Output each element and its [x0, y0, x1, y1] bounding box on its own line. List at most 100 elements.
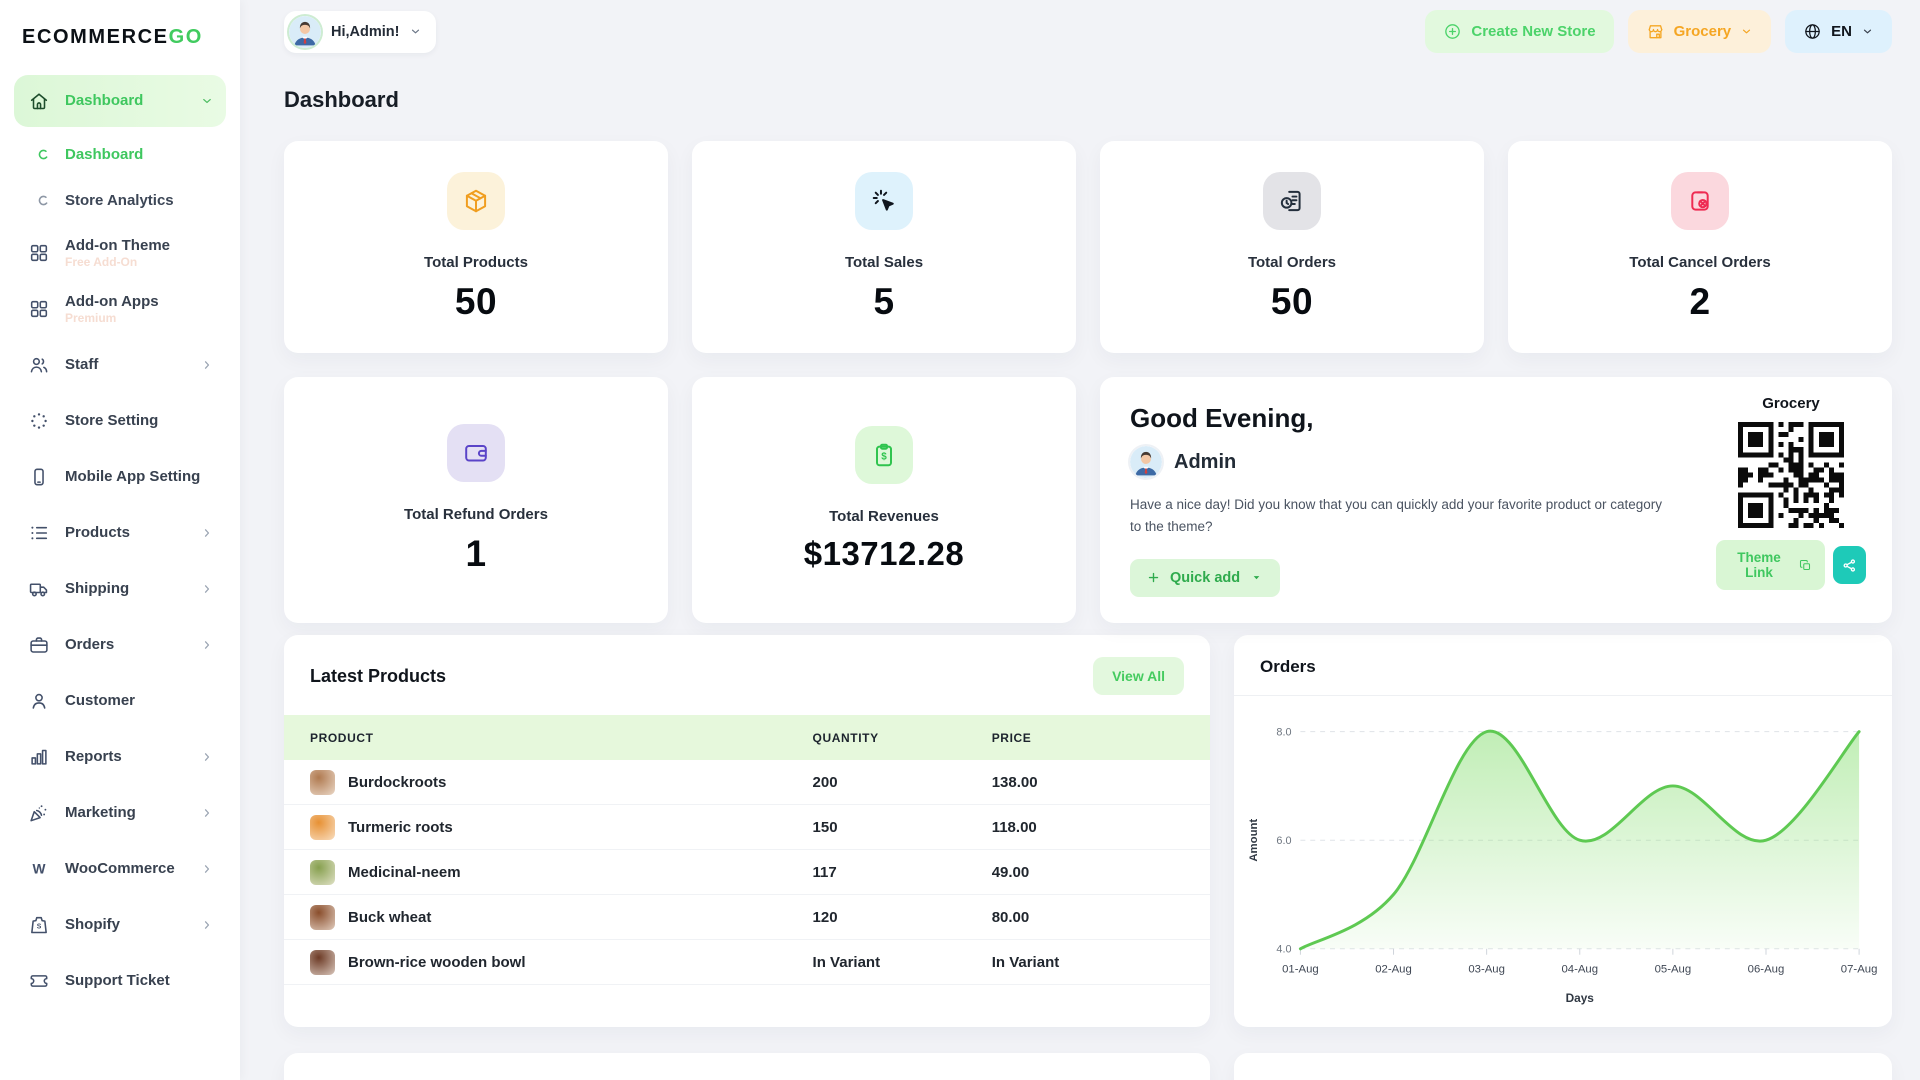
sidebar-item-shipping[interactable]: Shipping: [14, 563, 226, 615]
chevron-right-icon: [200, 806, 214, 820]
sidebar-item-shopify[interactable]: S Shopify: [14, 899, 226, 951]
create-new-store-button[interactable]: Create New Store: [1425, 10, 1614, 53]
chevron-right-icon: [200, 582, 214, 596]
table-row[interactable]: Medicinal-neem 117 49.00: [284, 850, 1210, 895]
svg-text:Amount: Amount: [1248, 819, 1260, 862]
svg-text:S: S: [37, 923, 42, 930]
product-name: Turmeric roots: [348, 818, 453, 836]
sidebar-subitem-store-analytics[interactable]: Store Analytics: [14, 177, 226, 223]
product-name: Burdockroots: [348, 773, 447, 791]
page-title: Dashboard: [284, 87, 399, 112]
svg-text:06-Aug: 06-Aug: [1748, 963, 1785, 975]
price-cell: 138.00: [991, 773, 1038, 791]
brand-logo[interactable]: ECOMMERCEGO: [0, 26, 240, 71]
table-row[interactable]: Turmeric roots 150 118.00: [284, 805, 1210, 850]
stat-value: 50: [454, 280, 498, 322]
brand-name-accent: GO: [168, 26, 203, 48]
quick-add-button[interactable]: Quick add: [1130, 558, 1281, 597]
sidebar-item-staff[interactable]: Staff: [14, 339, 226, 391]
sidebar-item-customer[interactable]: Customer: [14, 675, 226, 727]
brand-name: ECOMMERCE: [22, 26, 169, 48]
table-row[interactable]: Buck wheat 120 80.00: [284, 895, 1210, 940]
chevron-down-icon: [1861, 25, 1874, 38]
bottom-row: Latest Products View All PRODUCT QUANTITY…: [284, 635, 1892, 1027]
language-label: EN: [1831, 23, 1852, 40]
chevron-right-icon: [200, 750, 214, 764]
sidebar-item-orders[interactable]: Orders: [14, 619, 226, 671]
sidebar-item-label: Add-on Theme: [65, 236, 170, 254]
svg-text:4.0: 4.0: [1276, 944, 1291, 956]
woocommerce-icon: W: [28, 858, 50, 880]
sidebar-item-store-setting[interactable]: Store Setting: [14, 395, 226, 447]
svg-text:6.0: 6.0: [1276, 835, 1291, 847]
stat-value: 1: [465, 533, 487, 575]
products-table-header: PRODUCT QUANTITY PRICE: [284, 715, 1210, 760]
stat-label: Total Products: [424, 253, 528, 271]
share-icon: [1841, 557, 1858, 574]
sidebar-item-text: Add-on Apps Premium: [65, 293, 159, 325]
quick-add-label: Quick add: [1170, 569, 1241, 586]
briefcase-icon: [28, 634, 50, 656]
stat-label: Total Refund Orders: [404, 506, 548, 524]
list-icon: [28, 522, 50, 544]
column-header-price: PRICE: [991, 730, 1032, 745]
table-row[interactable]: Burdockroots 200 138.00: [284, 760, 1210, 805]
orders-chart-card: Orders 4.0 6.0 8.0 01-Aug 02-Aug 03-Aug 04-Aug…: [1234, 635, 1892, 1027]
price-cell: 80.00: [991, 908, 1030, 926]
sidebar-item-mobile-app-setting[interactable]: Mobile App Setting: [14, 451, 226, 503]
latest-products-card: Latest Products View All PRODUCT QUANTITY…: [284, 635, 1210, 1027]
users-icon: [28, 354, 50, 376]
sidebar-item-dashboard[interactable]: Dashboard: [14, 75, 226, 127]
grid-icon: [28, 298, 50, 320]
sidebar-item-products[interactable]: Products: [14, 507, 226, 559]
sidebar-item-support-ticket[interactable]: Support Ticket: [14, 955, 226, 1007]
sidebar-item-reports[interactable]: Reports: [14, 731, 226, 783]
store-qr-code: [1738, 422, 1844, 528]
sidebar-item-add-on-theme[interactable]: Add-on Theme Free Add-On: [14, 227, 226, 279]
cutoff-cards-row: [284, 1053, 1892, 1080]
chevron-right-icon: [200, 918, 214, 932]
share-button[interactable]: [1833, 546, 1866, 584]
admin-avatar: [1130, 446, 1162, 478]
sidebar-item-woocommerce[interactable]: W WooCommerce: [14, 843, 226, 895]
store-selector-button[interactable]: Grocery: [1627, 10, 1772, 53]
sidebar-item-marketing[interactable]: Marketing: [14, 787, 226, 839]
user-menu-button[interactable]: Hi,Admin!: [284, 10, 437, 53]
product-cell: Medicinal-neem: [310, 859, 813, 885]
cancel-order-icon: [1686, 187, 1714, 215]
orders-area-chart: 4.0 6.0 8.0 01-Aug 02-Aug 03-Aug 04-Aug 05-Aug 0…: [1234, 696, 1892, 1010]
stat-cards-row-1: Total Products 50 Total Sales 5 Total Orders…: [284, 141, 1892, 353]
svg-text:07-Aug: 07-Aug: [1841, 963, 1878, 975]
truck-icon: [28, 578, 50, 600]
svg-text:Days: Days: [1566, 991, 1595, 1005]
table-row[interactable]: Brown-rice wooden bowl In Variant In Varia…: [284, 940, 1210, 985]
sidebar-subitem-dashboard[interactable]: Dashboard: [14, 131, 226, 177]
theme-link-button[interactable]: Theme Link: [1716, 540, 1826, 590]
stat-value: 50: [1270, 280, 1314, 322]
view-all-button[interactable]: View All: [1093, 657, 1184, 695]
ticket-icon: [28, 970, 50, 992]
bar-chart-icon: [28, 746, 50, 768]
sidebar-item-label: Marketing: [65, 804, 136, 822]
sidebar-item-add-on-apps[interactable]: Add-on Apps Premium: [14, 283, 226, 335]
grid-icon: [28, 242, 50, 264]
quantity-cell: In Variant: [812, 953, 881, 971]
revenue-icon: $: [870, 441, 898, 469]
greeting-username: Admin: [1174, 450, 1237, 473]
product-thumbnail: [310, 859, 335, 885]
language-selector-button[interactable]: EN: [1785, 10, 1892, 53]
sidebar-item-label: Products: [65, 524, 131, 542]
store-selector-label: Grocery: [1673, 23, 1732, 40]
stat-cards-row-2: Total Refund Orders 1 $ Total Revenues $1371…: [284, 377, 1892, 623]
greeting-message: Have a nice day! Did you know that you c…: [1130, 497, 1663, 535]
sidebar-item-label: Mobile App Setting: [65, 468, 201, 486]
cursor-click-icon: [870, 187, 898, 215]
stat-card-total-cancel-orders: Total Cancel Orders 2: [1508, 141, 1892, 353]
sidebar-item-label: Add-on Apps: [65, 292, 159, 310]
theme-link-label: Theme Link: [1737, 550, 1781, 580]
product-cell: Turmeric roots: [310, 814, 813, 840]
store-name-label: Grocery: [1762, 395, 1820, 412]
stat-card-total-sales: Total Sales 5: [692, 141, 1076, 353]
svg-text:03-Aug: 03-Aug: [1468, 963, 1505, 975]
divider: [1234, 695, 1892, 696]
